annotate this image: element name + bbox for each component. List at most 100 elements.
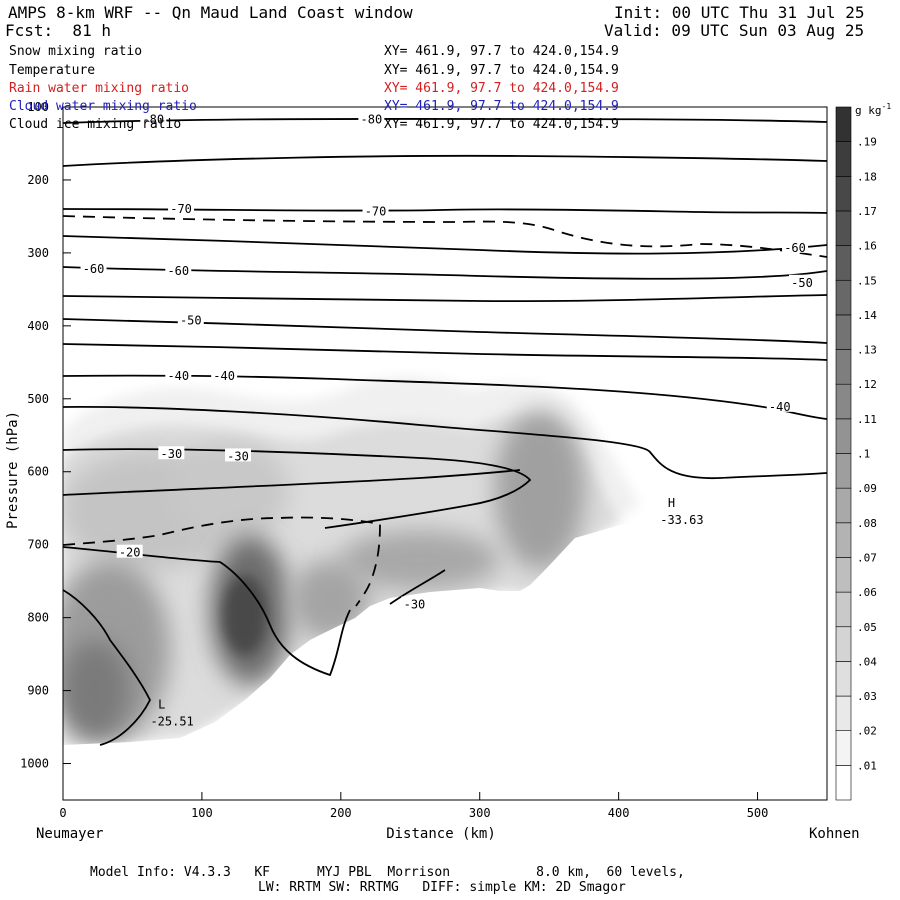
colorbar-bin (835, 453, 852, 489)
colorbar-tick-label: .15 (857, 274, 877, 287)
contour-label: -60 (784, 241, 806, 255)
colorbar-bin (835, 314, 852, 350)
x-axis: 0 100 200 300 400 500 (59, 792, 768, 820)
colorbar-bin (835, 695, 852, 731)
contour-label-bg (401, 596, 428, 610)
colorbar-tick-label: .17 (857, 205, 877, 218)
colorbar-bin (835, 383, 852, 420)
colorbar-tick-label: .14 (857, 309, 877, 322)
x-tick-label: 300 (469, 806, 491, 820)
y-tick-label: 900 (27, 684, 49, 698)
x-tick-label: 400 (608, 806, 630, 820)
contour-label-bg (80, 260, 107, 274)
colorbar-bin (835, 176, 852, 212)
temperature-contours (63, 118, 827, 746)
colorbar-tick-label: .1 (857, 448, 870, 461)
field-name: Rain water mixing ratio (9, 81, 190, 96)
colorbar-tick-label: .03 (857, 690, 877, 703)
y-tick-label: 600 (27, 465, 49, 479)
mixing-ratio-shading (63, 375, 640, 745)
colorbar-tick-label: .18 (857, 170, 877, 183)
right-end-label: Kohnen (809, 826, 860, 842)
extremum-marker: L (158, 697, 165, 711)
field-xy: XY= 461.9, 97.7 to 424.0,154.9 (384, 63, 619, 78)
y-tick-label: 700 (27, 538, 49, 552)
contour-label: -30 (227, 449, 249, 463)
contour-label-bg (165, 263, 192, 277)
field-xy: XY= 461.9, 97.7 to 424.0,154.9 (384, 99, 619, 114)
model-info-line1: Model Info: V4.3.3 KF MYJ PBL Morrison 8… (90, 865, 685, 880)
colorbar-bin (835, 557, 852, 593)
forecast-hour: Fcst: 81 h (5, 21, 111, 40)
contour-label: -30 (404, 598, 426, 612)
colorbar-tick-label: .09 (857, 482, 877, 495)
colorbar-tick-label: .07 (857, 551, 877, 564)
terrain-mask (63, 513, 827, 800)
isotherm-20b (63, 589, 152, 746)
model-info-line2: LW: RRTM SW: RRTMG DIFF: simple KM: 2D S… (258, 880, 626, 895)
colorbar-tick-label: .04 (857, 655, 877, 668)
contour-label-bg (362, 203, 389, 217)
field-xy: XY= 461.9, 97.7 to 424.0,154.9 (384, 44, 619, 59)
contour-label: -40 (213, 369, 235, 383)
contour-label: -20 (119, 546, 141, 560)
y-tick-label: 300 (27, 246, 49, 260)
contour-label: -40 (769, 400, 791, 414)
colorbar-bin (835, 730, 852, 766)
plot-frame (62, 106, 828, 801)
colorbar-tick-label: .12 (857, 378, 877, 391)
contour-label-bg (158, 446, 185, 460)
isotherm-30b (389, 569, 446, 605)
contour-label-bg (177, 312, 204, 326)
contour-label: -70 (365, 204, 387, 218)
isotherm-35 (63, 406, 827, 479)
page-title: AMPS 8-km WRF -- Qn Maud Land Coast wind… (8, 3, 413, 22)
isotherm-65 (63, 235, 827, 255)
contour-label-bg (116, 544, 143, 558)
y-tick-label: 500 (27, 392, 49, 406)
field-name: Cloud ice mixing ratio (9, 117, 182, 132)
x-tick-label: 0 (59, 806, 66, 820)
colorbar-tick-label: .06 (857, 586, 877, 599)
extremum-value: -25.51 (150, 714, 193, 728)
isotherm-25 (63, 469, 521, 496)
isotherm-70 (63, 208, 827, 214)
contour-label-bg (165, 368, 192, 382)
y-tick-label: 200 (27, 173, 49, 187)
y-tick-label: 800 (27, 611, 49, 625)
y-tick-label: 1000 (20, 757, 49, 771)
colorbar-tick-label: .01 (857, 759, 877, 772)
field-xy: XY= 461.9, 97.7 to 424.0,154.9 (384, 117, 619, 132)
contour-label: -50 (791, 276, 813, 290)
contour-label: -60 (83, 262, 105, 276)
colorbar-bin (835, 522, 852, 558)
x-axis-title: Distance (km) (386, 826, 496, 842)
contour-label-bg (782, 239, 809, 253)
isotherm-45 (63, 343, 827, 361)
isotherm-50 (63, 318, 827, 344)
x-tick-label: 500 (747, 806, 769, 820)
contour-label: -60 (167, 264, 189, 278)
contour-label-bg (225, 448, 252, 462)
colorbar-bin (835, 279, 852, 316)
contour-label-bg (140, 111, 167, 125)
colorbar-bin (835, 661, 852, 697)
x-tick-label: 200 (330, 806, 352, 820)
colorbar-tick-label: .19 (857, 136, 877, 149)
y-tick-label: 100 (27, 100, 49, 114)
cloud-ice-dashed-contour (63, 215, 827, 607)
y-tick-label: 400 (27, 319, 49, 333)
isotherm-55 (63, 294, 827, 303)
isotherm-75 (63, 154, 827, 167)
contour-label: -70 (170, 202, 192, 216)
colorbar-bin (835, 141, 852, 177)
isotherm-80 (63, 118, 827, 124)
field-name: Snow mixing ratio (9, 44, 143, 59)
colorbar: .01 .02 .03 .04 .05 .06 .07 .08 .09 .1 .11 .12 .13 .1… (835, 106, 877, 801)
colorbar-bin (835, 765, 852, 801)
valid-time: Valid: 09 UTC Sun 03 Aug 25 (604, 21, 865, 40)
colorbar-bin (835, 106, 852, 142)
colorbar-bin (835, 418, 852, 454)
colorbar-unit: g kg-1 (855, 102, 891, 117)
